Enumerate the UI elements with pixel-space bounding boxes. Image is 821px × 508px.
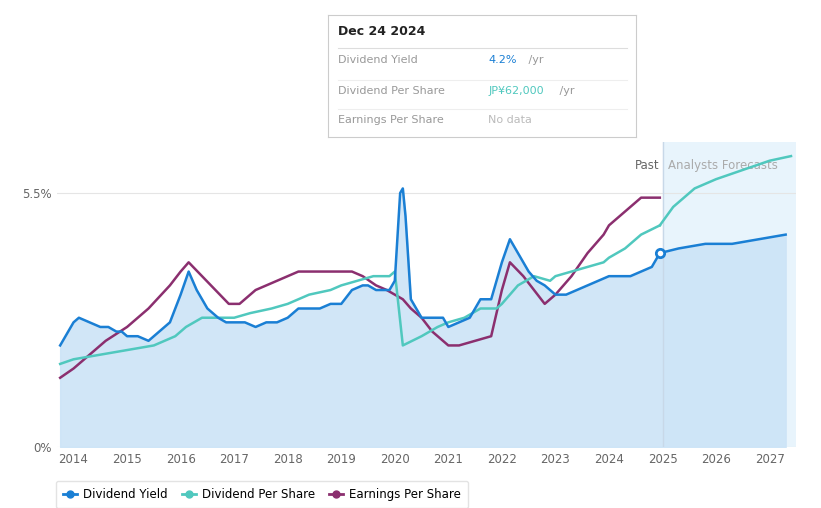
Text: /yr: /yr <box>525 55 544 66</box>
Bar <box>663 142 796 447</box>
Text: Analysts Forecasts: Analysts Forecasts <box>667 160 777 172</box>
Text: /yr: /yr <box>557 86 575 96</box>
Text: Dividend Yield: Dividend Yield <box>337 55 417 66</box>
Text: Past: Past <box>635 160 660 172</box>
Legend: Dividend Yield, Dividend Per Share, Earnings Per Share: Dividend Yield, Dividend Per Share, Earn… <box>56 481 468 508</box>
Text: Dec 24 2024: Dec 24 2024 <box>337 25 425 38</box>
Text: Dividend Per Share: Dividend Per Share <box>337 86 444 96</box>
Text: 4.2%: 4.2% <box>488 55 517 66</box>
Text: JP¥62,000: JP¥62,000 <box>488 86 544 96</box>
Text: Earnings Per Share: Earnings Per Share <box>337 115 443 125</box>
Text: No data: No data <box>488 115 532 125</box>
